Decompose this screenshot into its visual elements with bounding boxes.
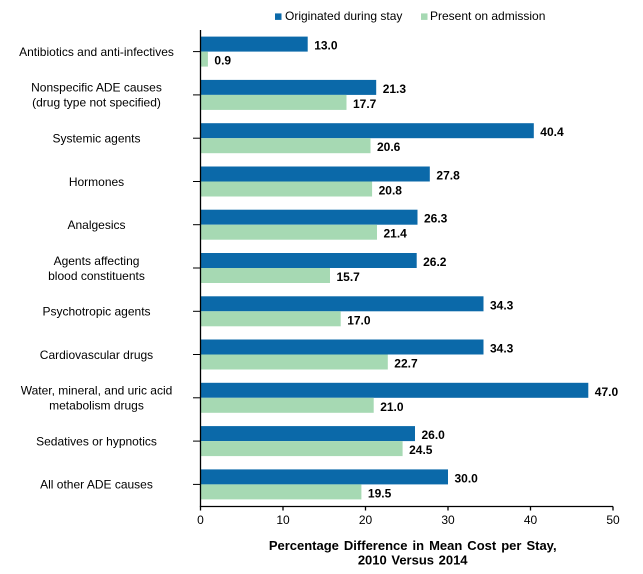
svg-text:Percentage Difference in Mean: Percentage Difference in Mean Cost per S…	[269, 538, 557, 553]
svg-text:Present on admission: Present on admission	[430, 9, 545, 23]
svg-text:24.5: 24.5	[409, 443, 433, 457]
svg-text:21.3: 21.3	[383, 82, 407, 96]
svg-text:20.6: 20.6	[377, 140, 401, 154]
svg-text:15.7: 15.7	[337, 270, 361, 284]
svg-text:Systemic agents: Systemic agents	[52, 132, 140, 146]
svg-text:40: 40	[524, 513, 538, 527]
svg-text:Sedatives or hypnotics: Sedatives or hypnotics	[36, 434, 157, 448]
svg-text:40.4: 40.4	[540, 125, 564, 139]
svg-text:Psychotropic agents: Psychotropic agents	[42, 305, 150, 319]
svg-text:Hormones: Hormones	[69, 175, 124, 189]
svg-text:Agents affecting: Agents affecting	[54, 254, 140, 268]
svg-text:19.5: 19.5	[368, 486, 392, 500]
svg-text:22.7: 22.7	[394, 357, 418, 371]
svg-text:blood constituents: blood constituents	[48, 269, 145, 283]
svg-text:30: 30	[441, 513, 455, 527]
svg-text:Originated during stay: Originated during stay	[285, 9, 402, 23]
svg-text:0: 0	[197, 513, 204, 527]
svg-text:10: 10	[276, 513, 290, 527]
svg-text:34.3: 34.3	[490, 342, 514, 356]
svg-text:13.0: 13.0	[314, 39, 338, 53]
svg-text:Antibiotics and anti-infective: Antibiotics and anti-infectives	[19, 45, 174, 59]
svg-text:Nonspecific ADE causes: Nonspecific ADE causes	[31, 81, 162, 95]
svg-text:0.9: 0.9	[214, 54, 231, 68]
svg-text:30.0: 30.0	[455, 471, 479, 485]
svg-text:50: 50	[606, 513, 620, 527]
svg-text:metabolism drugs: metabolism drugs	[49, 399, 144, 413]
svg-text:All other ADE causes: All other ADE causes	[40, 478, 153, 492]
svg-text:47.0: 47.0	[595, 385, 619, 399]
svg-text:Cardiovascular drugs: Cardiovascular drugs	[40, 348, 153, 362]
svg-text:2010 Versus 2014: 2010 Versus 2014	[358, 552, 468, 567]
svg-text:21.4: 21.4	[384, 227, 408, 241]
svg-text:27.8: 27.8	[436, 169, 460, 183]
svg-text:26.0: 26.0	[422, 428, 446, 442]
svg-text:Water, mineral, and uric acid: Water, mineral, and uric acid	[21, 384, 173, 398]
svg-text:17.0: 17.0	[347, 313, 371, 327]
svg-text:21.0: 21.0	[380, 400, 404, 414]
svg-text:17.7: 17.7	[353, 97, 377, 111]
svg-text:26.2: 26.2	[423, 255, 447, 269]
svg-text:26.3: 26.3	[424, 212, 448, 226]
svg-text:Analgesics: Analgesics	[67, 218, 125, 232]
svg-text:34.3: 34.3	[490, 298, 514, 312]
svg-text:20: 20	[359, 513, 373, 527]
svg-text:20.8: 20.8	[379, 184, 403, 198]
svg-text:(drug type not specified): (drug type not specified)	[32, 96, 161, 110]
